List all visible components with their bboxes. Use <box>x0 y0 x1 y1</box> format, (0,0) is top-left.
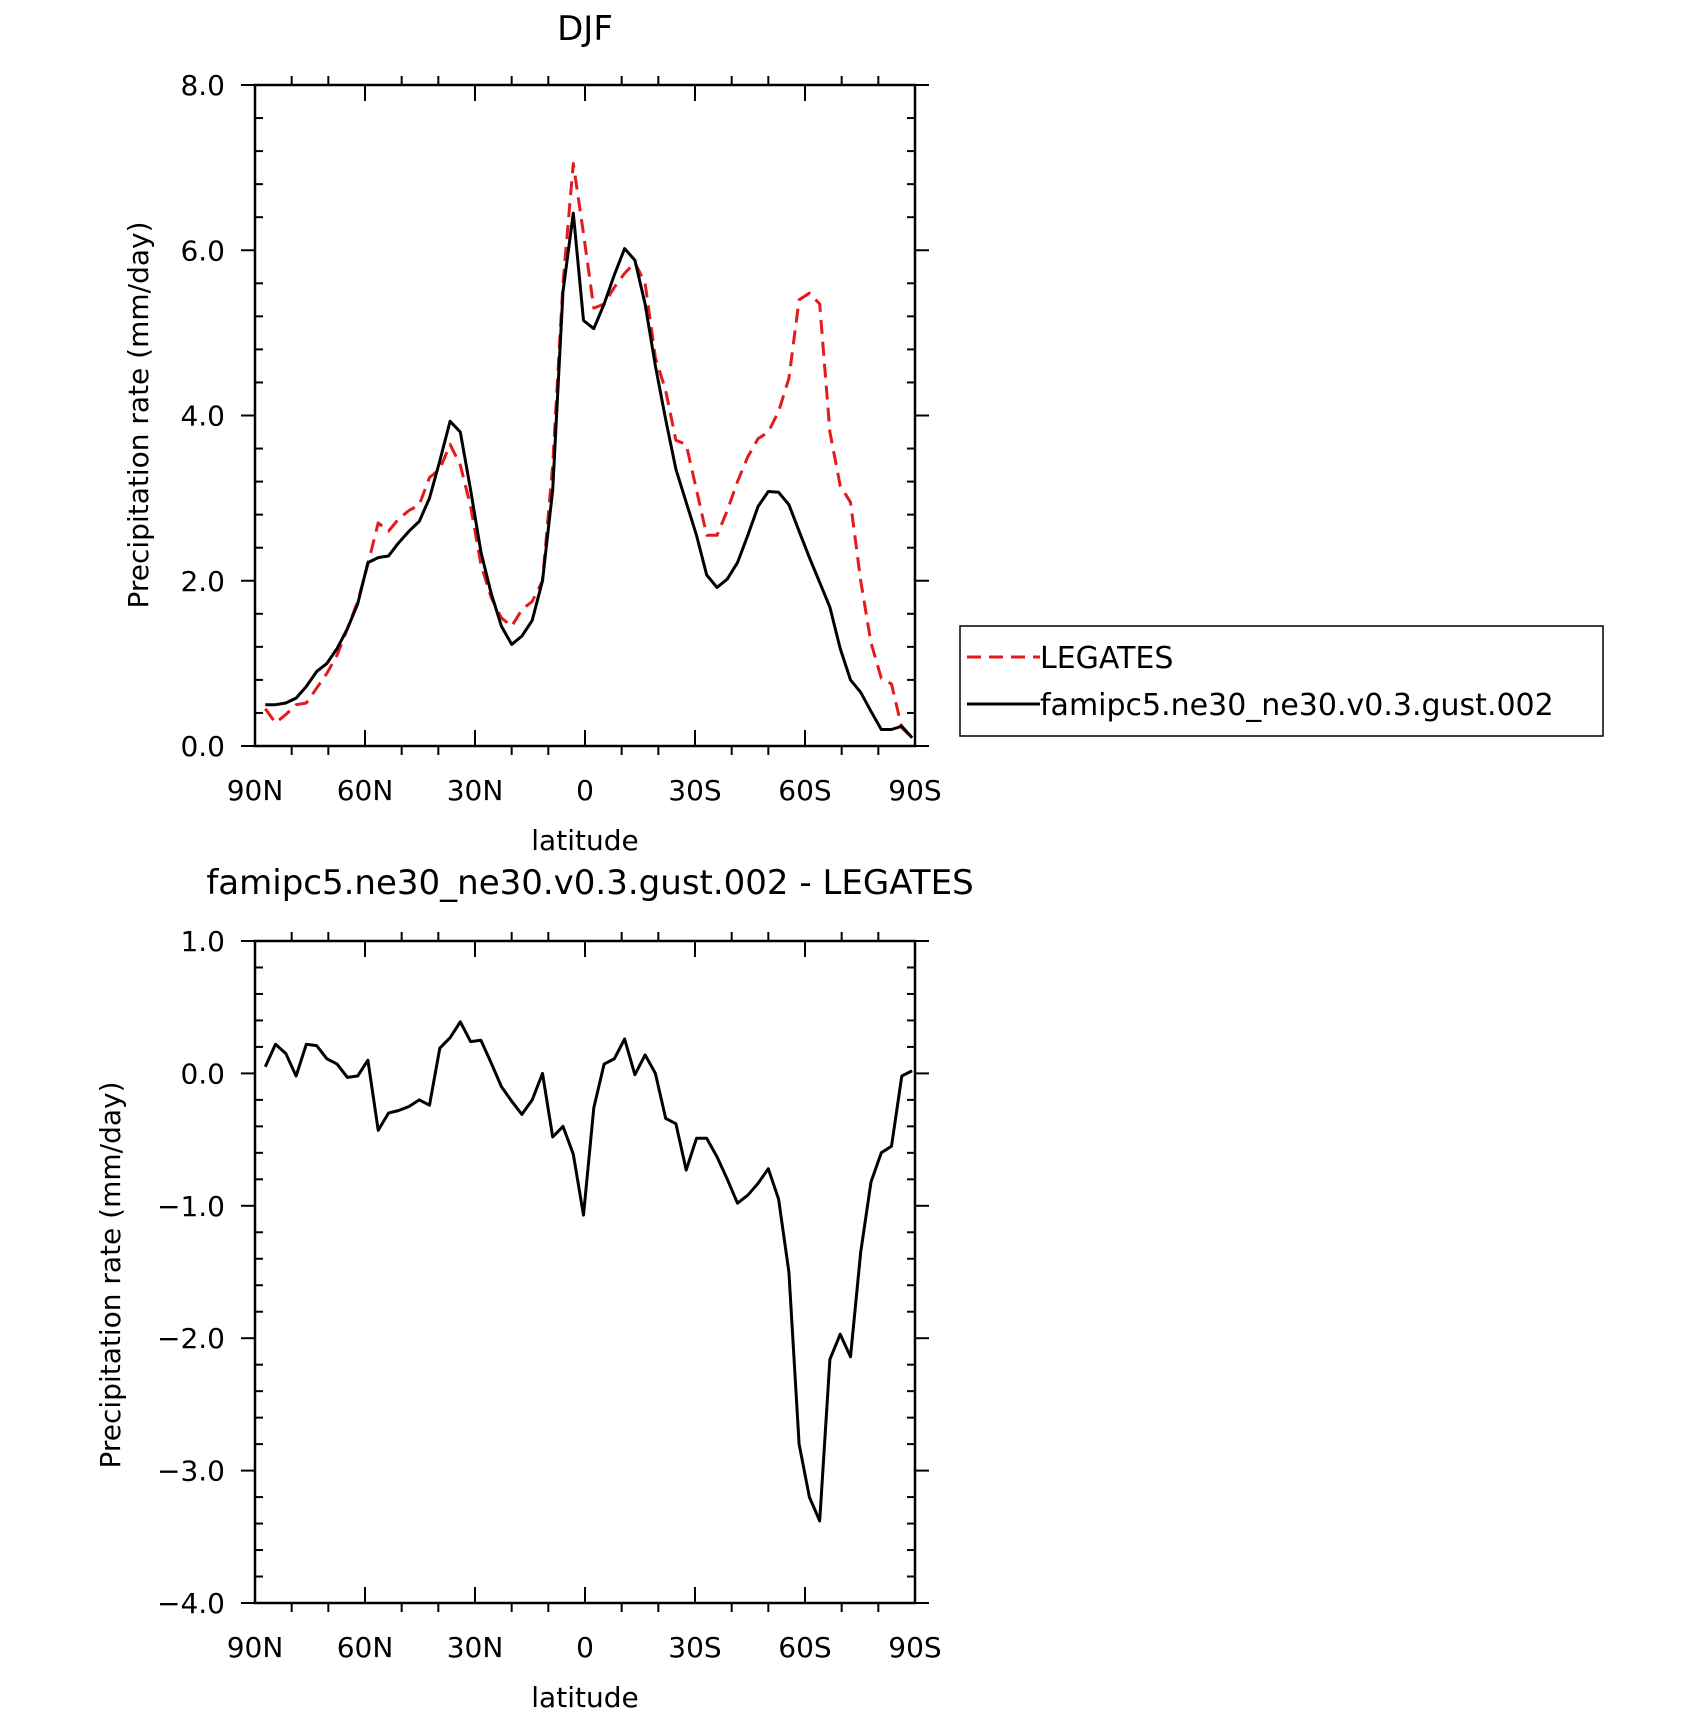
x-tick-label: 60N <box>337 774 394 807</box>
x-tick-label: 30S <box>668 774 721 807</box>
bottom-series-lines <box>263 1020 913 1523</box>
y-tick-label: −1.0 <box>157 1190 225 1223</box>
bottom-x-axis-title: latitude <box>531 1681 638 1713</box>
series-line-bottom-0 <box>263 1020 913 1523</box>
top-plot-frame <box>253 83 917 748</box>
y-tick-label: 2.0 <box>180 565 225 598</box>
x-tick-label: 30N <box>447 1631 504 1664</box>
x-tick-label: 30N <box>447 774 504 807</box>
bottom-axis-tick-labels: 90N 60N 30N 0 30S 60S 90S −4.0 −3.0 −2.0 −1.0 0.0 1.… <box>157 925 942 1664</box>
x-tick-label: 90S <box>888 774 941 807</box>
bottom-y-axis-title: Precipitation rate (mm/day) <box>94 1081 127 1468</box>
legend-label-legates: LEGATES <box>1040 641 1173 676</box>
top-x-axis-title: latitude <box>531 824 638 857</box>
top-series-lines <box>264 162 914 739</box>
x-tick-label: 60S <box>778 774 831 807</box>
x-tick-label: 30S <box>668 1631 721 1664</box>
x-tick-label: 0 <box>576 1631 594 1664</box>
legend-label-model: famipc5.ne30_ne30.v0.3.gust.002 <box>1040 688 1554 723</box>
y-tick-label: 1.0 <box>180 925 225 958</box>
bottom-plot-title: famipc5.ne30_ne30.v0.3.gust.002 - LEGATE… <box>206 863 973 903</box>
x-tick-label: 60N <box>337 1631 394 1664</box>
y-tick-label: 8.0 <box>180 69 225 102</box>
y-tick-label: 0.0 <box>180 1057 225 1090</box>
y-tick-label: −2.0 <box>157 1322 225 1355</box>
precip-difference-panel: famipc5.ne30_ne30.v0.3.gust.002 - LEGATE… <box>94 863 974 1713</box>
top-plot-title: DJF <box>557 9 613 49</box>
bottom-axis-ticks <box>241 932 929 1612</box>
bottom-plot-frame <box>253 939 917 1605</box>
legend-box <box>959 625 1604 737</box>
y-tick-label: 6.0 <box>180 234 225 267</box>
x-tick-label: 90S <box>888 1631 941 1664</box>
y-tick-label: 4.0 <box>180 400 225 433</box>
x-tick-label: 90N <box>227 1631 284 1664</box>
x-tick-label: 90N <box>227 774 284 807</box>
top-axis-tick-labels: 90N 60N 30N 0 30S 60S 90S 0.0 2.0 4.0 6.0 8.0 <box>180 69 941 807</box>
series-line-famipc5-ne30-ne30-v0-3-gust-002 <box>265 211 914 739</box>
y-tick-label: −4.0 <box>157 1587 225 1620</box>
x-tick-label: 0 <box>576 774 594 807</box>
top-axis-ticks <box>241 76 929 755</box>
x-tick-label: 60S <box>778 1631 831 1664</box>
y-tick-label: −3.0 <box>157 1455 225 1488</box>
series-line-legates <box>264 162 914 739</box>
y-tick-label: 0.0 <box>180 730 225 763</box>
legend: LEGATES famipc5.ne30_ne30.v0.3.gust.002 <box>959 625 1604 737</box>
precip-djf-panel: DJF 90N 60N 30N 0 30S 60S 90S 0.0 2.0 4.0 6.0 8.0 l… <box>122 9 1604 857</box>
top-y-axis-title: Precipitation rate (mm/day) <box>122 221 155 608</box>
